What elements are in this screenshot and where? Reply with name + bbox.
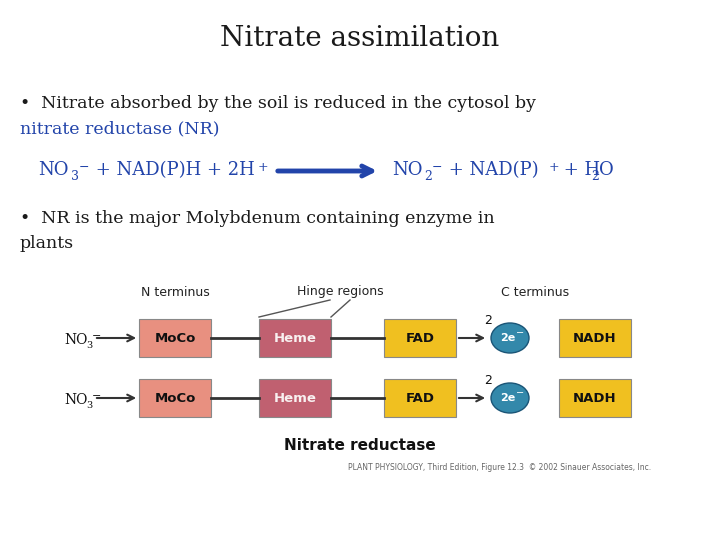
FancyBboxPatch shape <box>139 379 211 417</box>
FancyBboxPatch shape <box>559 379 631 417</box>
Text: •  NR is the major Molybdenum containing enzyme in: • NR is the major Molybdenum containing … <box>20 210 495 227</box>
FancyBboxPatch shape <box>559 319 631 357</box>
Ellipse shape <box>491 383 529 413</box>
Text: −: − <box>516 388 524 398</box>
Text: C terminus: C terminus <box>501 286 569 299</box>
FancyBboxPatch shape <box>259 319 331 357</box>
Text: 3: 3 <box>86 341 92 349</box>
Text: O: O <box>599 161 613 179</box>
Text: nitrate reductase (NR): nitrate reductase (NR) <box>20 120 220 137</box>
Text: Nitrate reductase: Nitrate reductase <box>284 437 436 453</box>
Text: 2e: 2e <box>500 333 516 343</box>
Text: 3: 3 <box>71 170 79 183</box>
Text: NO: NO <box>64 333 87 347</box>
Text: Nitrate assimilation: Nitrate assimilation <box>220 24 500 51</box>
Text: MoCo: MoCo <box>154 332 196 345</box>
Text: 2e: 2e <box>500 393 516 403</box>
Text: 3: 3 <box>86 401 92 409</box>
Text: + NAD(P): + NAD(P) <box>443 161 539 179</box>
Text: NO: NO <box>38 161 68 179</box>
Text: +: + <box>258 161 269 174</box>
Text: Heme: Heme <box>274 332 316 345</box>
Text: −: − <box>92 391 102 401</box>
FancyBboxPatch shape <box>384 319 456 357</box>
Text: 2: 2 <box>424 170 432 183</box>
Text: MoCo: MoCo <box>154 392 196 404</box>
FancyBboxPatch shape <box>139 319 211 357</box>
Text: N terminus: N terminus <box>140 286 210 299</box>
Text: −: − <box>79 161 89 174</box>
Text: FAD: FAD <box>405 332 434 345</box>
Text: NADH: NADH <box>573 332 617 345</box>
FancyBboxPatch shape <box>259 379 331 417</box>
Text: + NAD(P)H + 2H: + NAD(P)H + 2H <box>90 161 255 179</box>
Text: 2: 2 <box>484 374 492 387</box>
Text: 2: 2 <box>484 314 492 327</box>
Text: Heme: Heme <box>274 392 316 404</box>
Text: PLANT PHYSIOLOGY, Third Edition, Figure 12.3  © 2002 Sinauer Associates, Inc.: PLANT PHYSIOLOGY, Third Edition, Figure … <box>348 462 652 471</box>
Text: •  Nitrate absorbed by the soil is reduced in the cytosol by: • Nitrate absorbed by the soil is reduce… <box>20 95 536 112</box>
Text: NADH: NADH <box>573 392 617 404</box>
Text: −: − <box>92 331 102 341</box>
Text: Hinge regions: Hinge regions <box>297 286 383 299</box>
Text: plants: plants <box>20 235 74 252</box>
Text: + H: + H <box>558 161 600 179</box>
Text: FAD: FAD <box>405 392 434 404</box>
Text: −: − <box>432 161 443 174</box>
Text: 2: 2 <box>591 170 599 183</box>
Text: −: − <box>516 328 524 338</box>
Text: NO: NO <box>64 393 87 407</box>
FancyBboxPatch shape <box>384 379 456 417</box>
Text: NO: NO <box>392 161 423 179</box>
Text: +: + <box>549 161 559 174</box>
Ellipse shape <box>491 323 529 353</box>
